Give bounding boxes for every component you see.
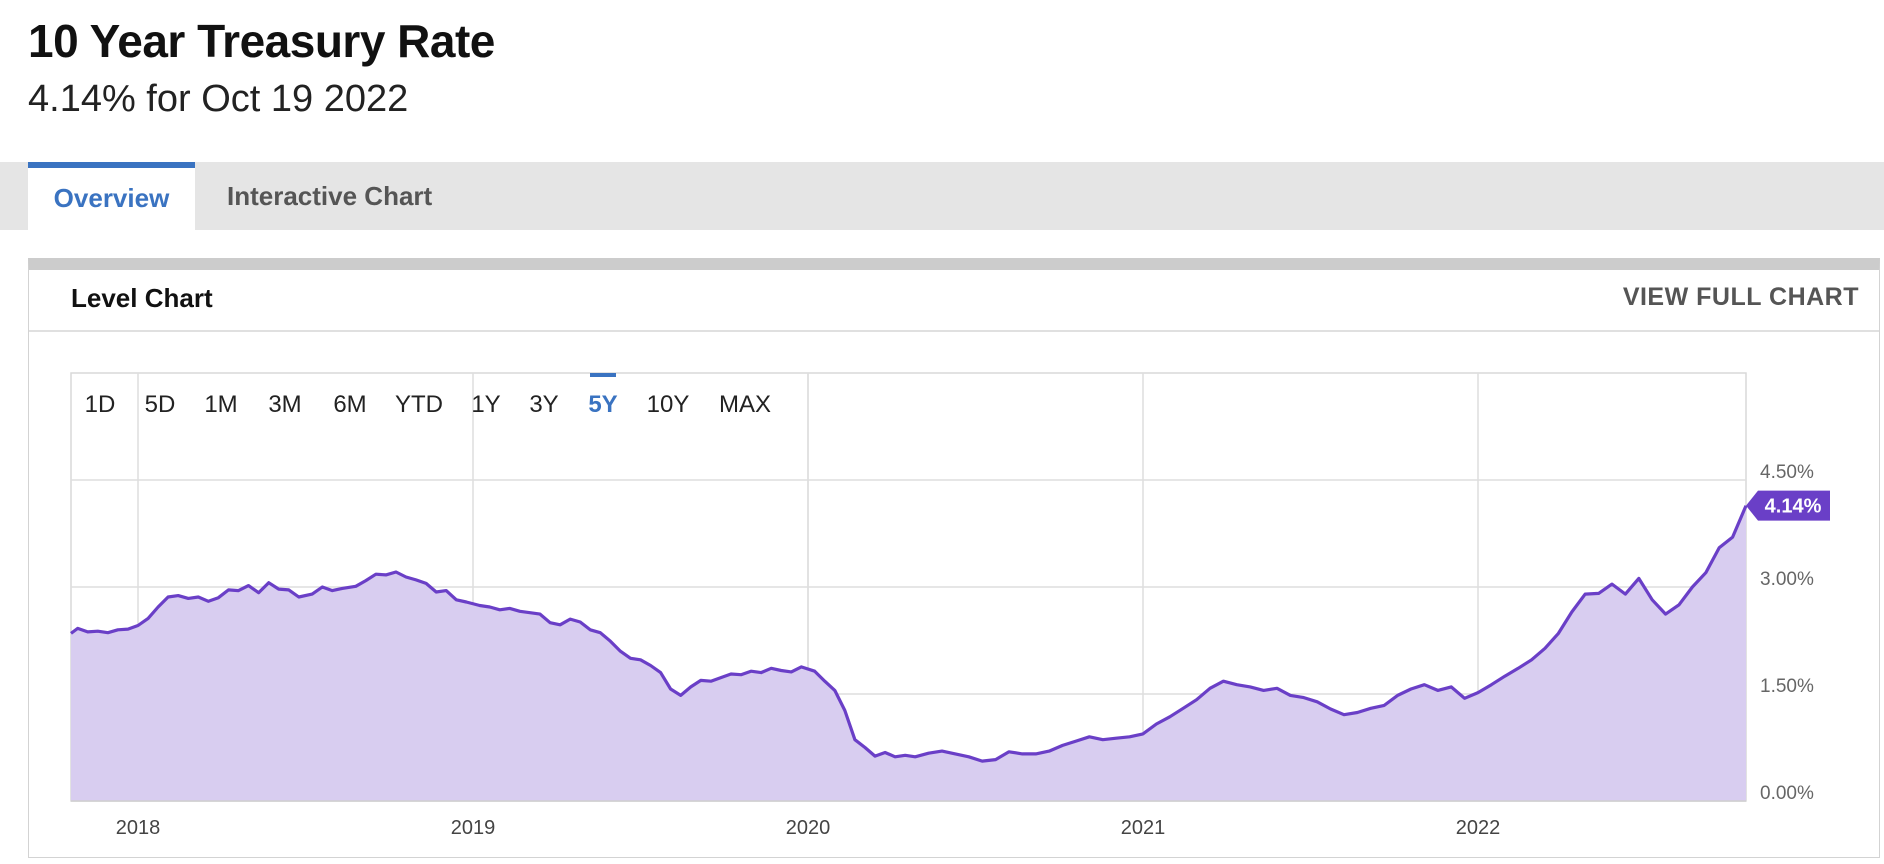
x-tick-label: 2022 xyxy=(1456,817,1501,839)
page-subtitle: 4.14% for Oct 19 2022 xyxy=(28,78,409,120)
tab-interactive-chart[interactable]: Interactive Chart xyxy=(227,181,433,211)
tab-overview[interactable]: Overview xyxy=(28,162,195,230)
y-tick-label: 1.50% xyxy=(1760,676,1814,697)
series-line xyxy=(70,505,1748,763)
x-tick-label: 2021 xyxy=(1121,817,1166,839)
range-button-6m[interactable]: 6M xyxy=(333,391,366,418)
series-area xyxy=(71,505,1746,801)
range-button-10y[interactable]: 10Y xyxy=(647,391,690,418)
tab-bar: Overview Interactive Chart xyxy=(0,162,1884,230)
panel-title: Level Chart xyxy=(71,283,213,313)
range-button-3y[interactable]: 3Y xyxy=(529,391,558,418)
panel-header: Level Chart VIEW FULL CHART xyxy=(29,270,1879,332)
y-tick-label: 4.50% xyxy=(1760,462,1814,483)
range-selected-indicator xyxy=(590,373,616,377)
view-full-chart-link[interactable]: VIEW FULL CHART xyxy=(1622,283,1859,311)
range-button-1m[interactable]: 1M xyxy=(204,391,237,418)
range-button-5y[interactable]: 5Y xyxy=(588,391,617,418)
current-value-badge xyxy=(1746,490,1830,521)
range-button-ytd[interactable]: YTD xyxy=(395,391,443,418)
current-value-label: 4.14% xyxy=(1765,496,1822,518)
x-tick-label: 2020 xyxy=(786,817,831,839)
range-button-3m[interactable]: 3M xyxy=(268,391,301,418)
page-title: 10 Year Treasury Rate xyxy=(28,15,495,67)
x-tick-label: 2019 xyxy=(451,817,496,839)
range-button-1y[interactable]: 1Y xyxy=(471,391,500,418)
range-button-1d[interactable]: 1D xyxy=(85,391,116,418)
range-button-max[interactable]: MAX xyxy=(719,391,771,418)
x-tick-label: 2018 xyxy=(116,817,161,839)
y-tick-label: 0.00% xyxy=(1760,783,1814,804)
y-tick-label: 3.00% xyxy=(1760,569,1814,590)
range-button-5d[interactable]: 5D xyxy=(145,391,176,418)
